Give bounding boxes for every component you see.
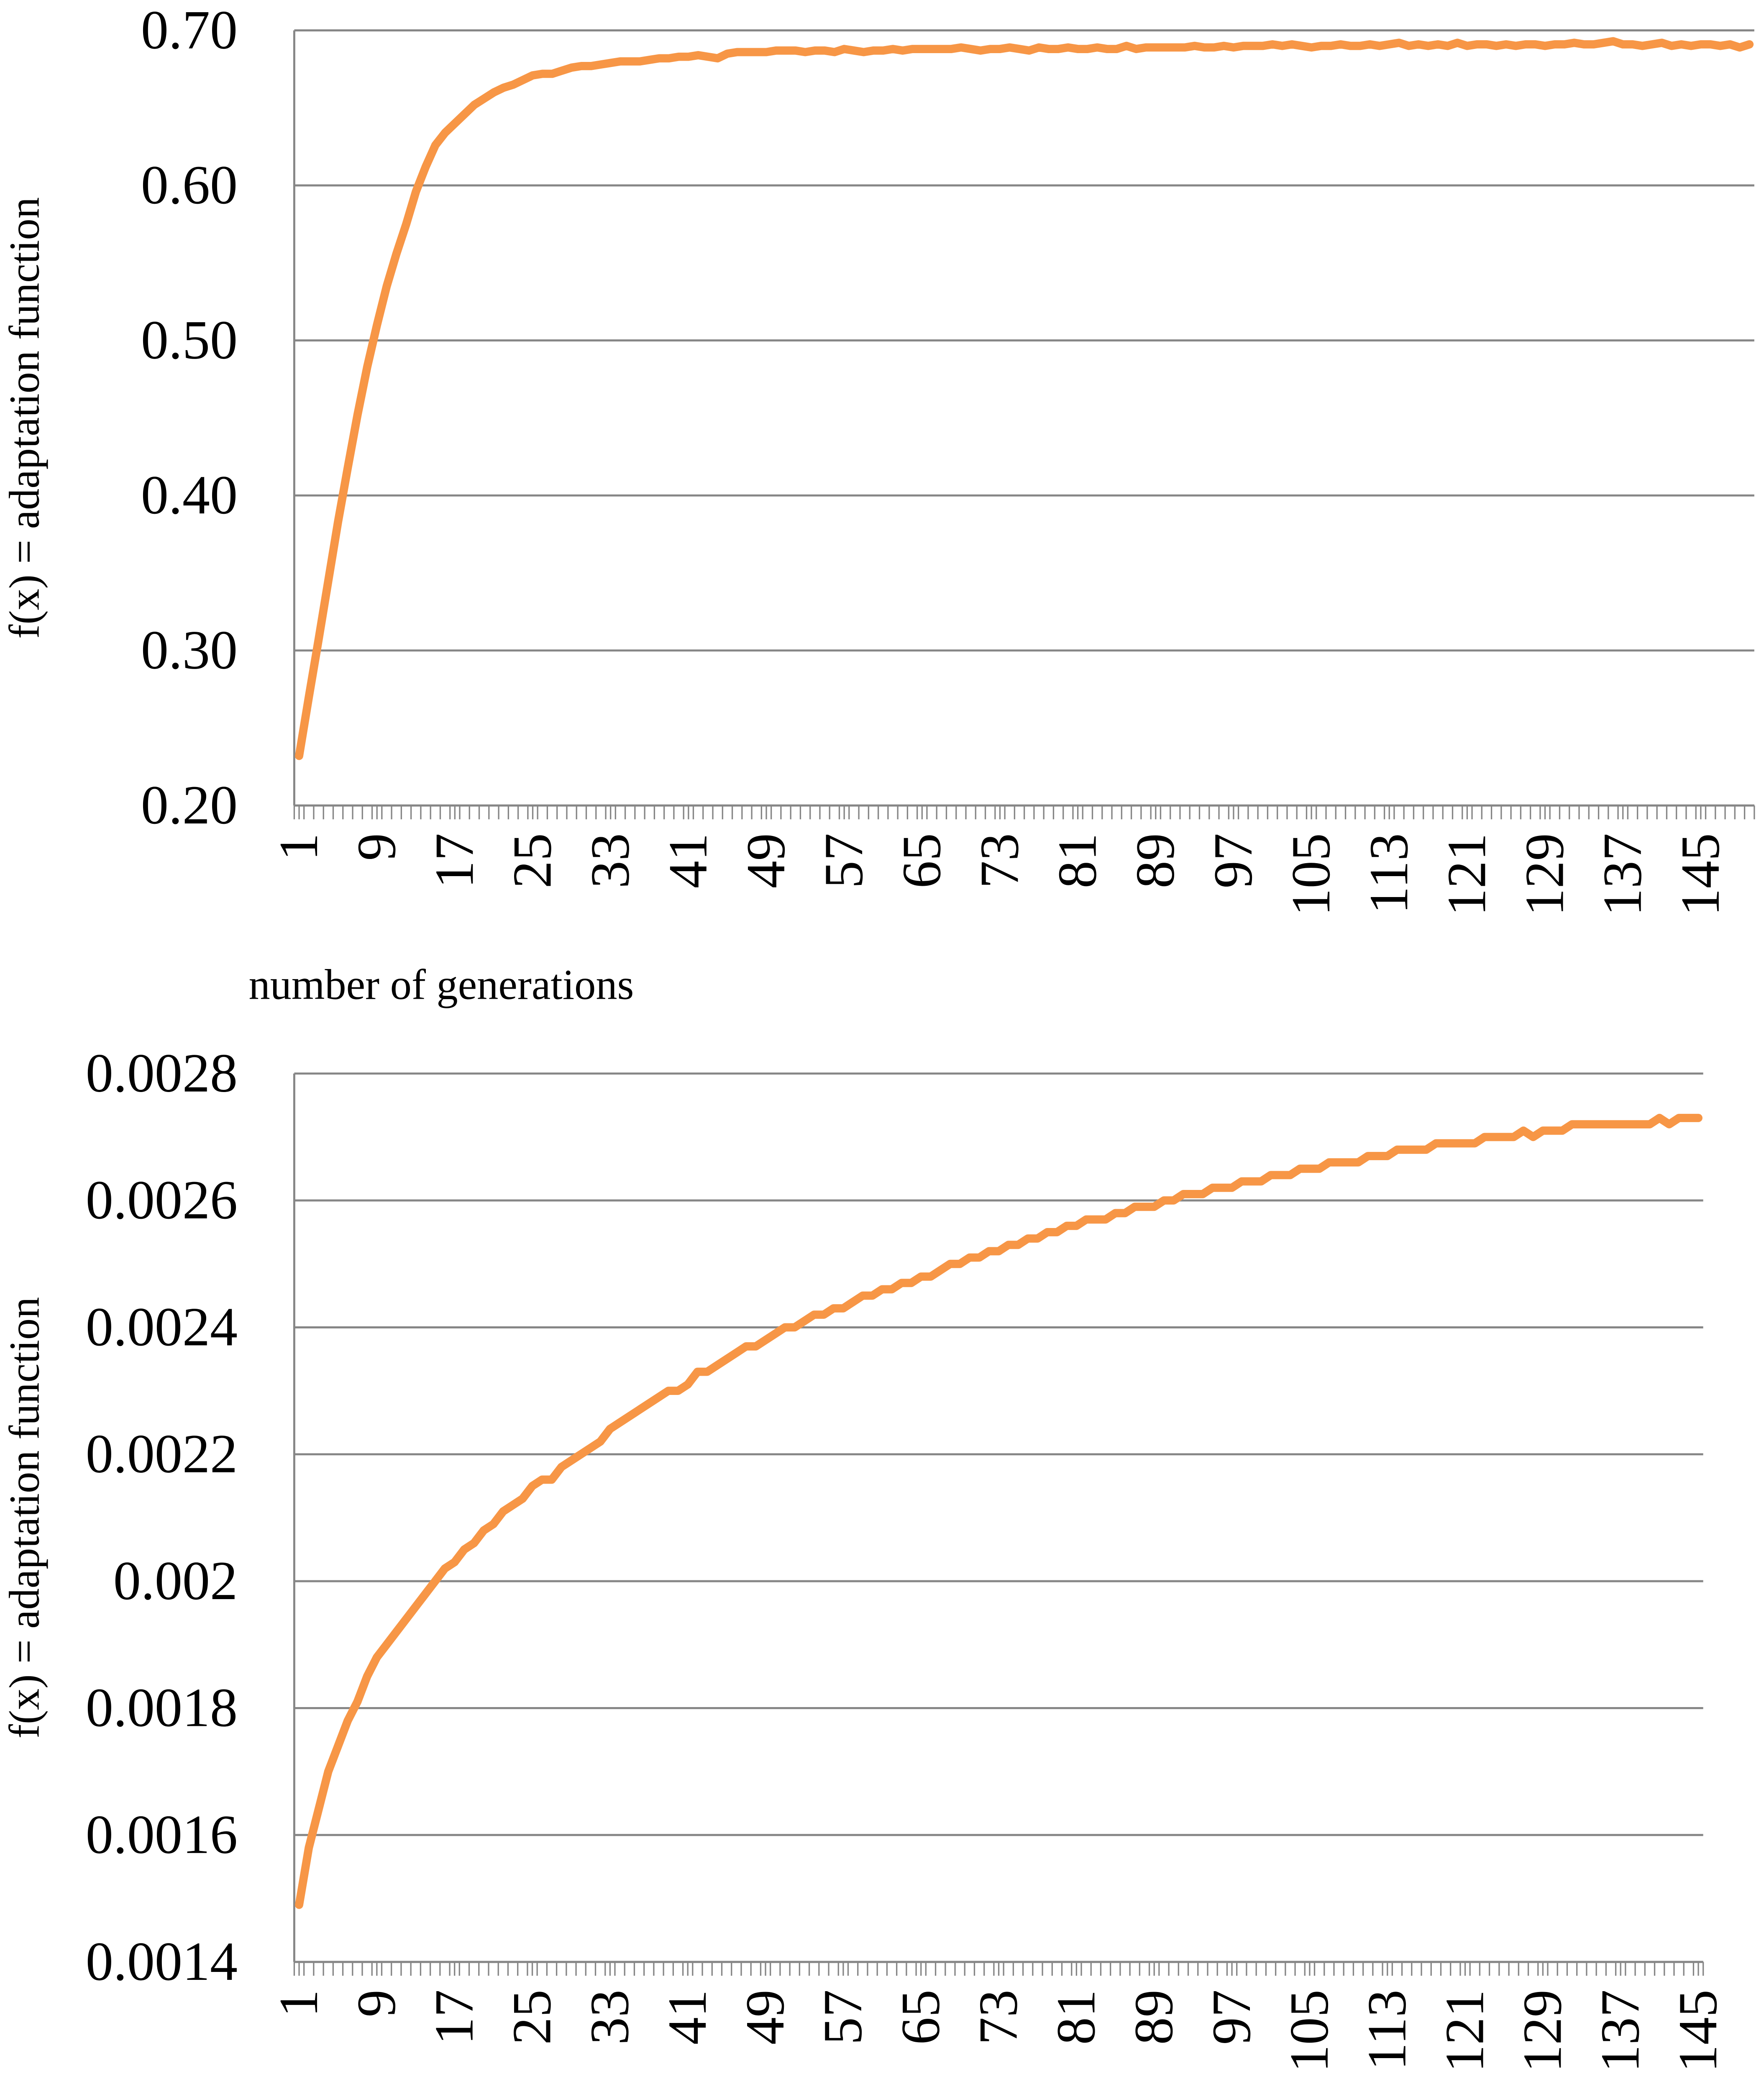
chart: 0.0014 0.0016 0.0018 0.002 0.0022 0.0024 0.002… — [1, 1042, 1728, 2073]
y-tick-label: 0.0018 — [86, 1677, 238, 1738]
x-tick-label: 73 — [968, 833, 1030, 888]
x-tick-label: 129 — [1511, 1989, 1573, 2072]
x-tick-label: 121 — [1436, 833, 1497, 916]
x-tick-label: 57 — [812, 1989, 873, 2045]
y-tick-label: 0.0026 — [86, 1169, 238, 1231]
x-tick-label: 89 — [1123, 1989, 1184, 2045]
y-tick-label: 0.20 — [141, 774, 238, 836]
x-tick-label: 113 — [1356, 1989, 1418, 2070]
x-tick-label: 17 — [423, 1989, 485, 2045]
x-tick-label: 9 — [346, 833, 407, 861]
x-tick-label: 97 — [1201, 1989, 1262, 2045]
x-tick-label: 25 — [501, 1989, 562, 2045]
x-tick-label: 9 — [346, 1989, 407, 2017]
x-tick-label: 145 — [1667, 1989, 1728, 2072]
y-tick-label: 0.30 — [141, 619, 238, 681]
y-axis-title: f(x) = adaptation function — [1, 197, 49, 638]
data-line — [295, 1114, 1703, 1909]
y-axis-title: f(x) = adaptation function — [1, 1297, 49, 1738]
x-tick-label: 65 — [891, 833, 952, 888]
x-tick-label: 33 — [579, 1989, 640, 2045]
chart: 0.20 0.30 0.40 0.50 0.60 0.70 1 9 17 25 33 41 49 57 65… — [1, 0, 1755, 1008]
y-tick-label: 0.0014 — [86, 1930, 238, 1992]
x-tick-label: 81 — [1045, 1989, 1106, 2045]
x-tick-label: 97 — [1202, 833, 1264, 888]
y-tick-label: 0.50 — [141, 309, 238, 371]
y-tick-label: 0.0024 — [86, 1296, 238, 1357]
y-tick-label: 0.60 — [141, 154, 238, 215]
x-tick-label: 105 — [1280, 833, 1342, 916]
x-tick-label: 137 — [1592, 833, 1653, 916]
x-tick-label: 89 — [1124, 833, 1186, 888]
y-tick-label: 0.0028 — [86, 1042, 238, 1104]
y-tick-label: 0.0016 — [86, 1804, 238, 1865]
x-tick-label: 121 — [1434, 1989, 1495, 2072]
x-tick-label: 1 — [268, 1989, 329, 2017]
y-tick-label: 0.40 — [141, 464, 238, 526]
data-line — [295, 37, 1754, 760]
y-tick-label: 0.002 — [113, 1550, 238, 1611]
x-tick-label: 41 — [657, 833, 719, 888]
x-tick-label: 33 — [579, 833, 641, 888]
x-tick-label: 17 — [423, 833, 485, 888]
x-axis-title: number of generations — [248, 961, 634, 1008]
x-tick-label: 41 — [656, 1989, 718, 2045]
x-tick-label: 49 — [735, 833, 796, 888]
x-tick-label: 105 — [1278, 1989, 1340, 2072]
x-tick-label: 145 — [1669, 833, 1731, 916]
x-tick-label: 81 — [1047, 833, 1108, 888]
x-tick-label: 49 — [734, 1989, 796, 2045]
x-tick-label: 25 — [501, 833, 563, 888]
x-tick-label: 137 — [1589, 1989, 1651, 2072]
x-tick-label: 57 — [813, 833, 874, 888]
x-tick-label: 113 — [1358, 833, 1419, 914]
x-tick-label: 1 — [268, 833, 329, 861]
x-tick-label: 73 — [967, 1989, 1029, 2045]
x-tick-label: 129 — [1513, 833, 1575, 916]
y-tick-label: 0.0022 — [86, 1423, 238, 1484]
y-tick-label: 0.70 — [141, 0, 238, 61]
x-tick-label: 65 — [890, 1989, 951, 2045]
